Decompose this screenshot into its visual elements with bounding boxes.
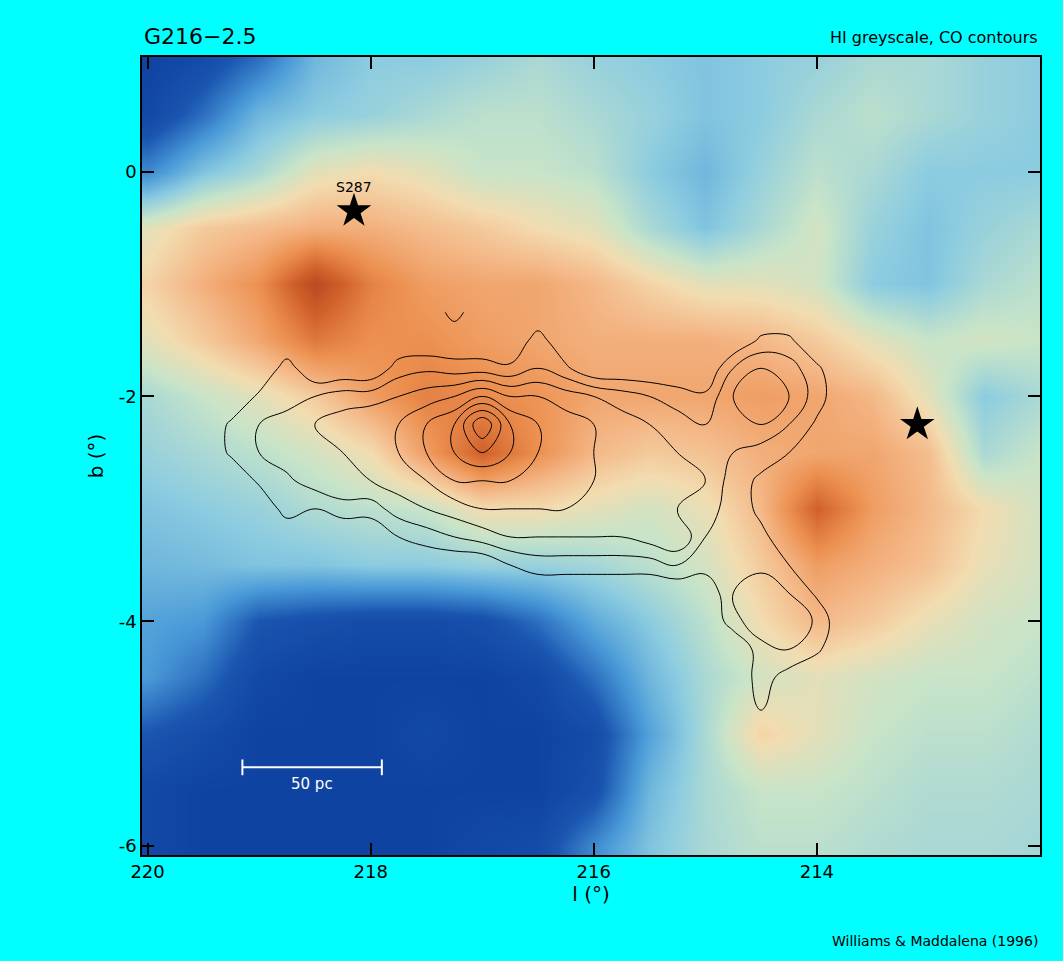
svg-text:-4: -4 xyxy=(119,611,137,632)
svg-text:Williams & Maddalena (1996): Williams & Maddalena (1996) xyxy=(832,933,1038,949)
svg-text:218: 218 xyxy=(354,861,388,882)
svg-text:-2: -2 xyxy=(119,386,137,407)
svg-text:b (°): b (°) xyxy=(84,434,108,479)
svg-text:S287: S287 xyxy=(336,179,372,195)
svg-text:220: 220 xyxy=(130,861,164,882)
svg-text:50 pc: 50 pc xyxy=(291,775,333,793)
svg-text:214: 214 xyxy=(800,861,834,882)
svg-text:HI greyscale, CO contours: HI greyscale, CO contours xyxy=(830,28,1038,47)
svg-text:216: 216 xyxy=(577,861,611,882)
svg-text:-6: -6 xyxy=(119,835,137,856)
svg-text:G216−2.5: G216−2.5 xyxy=(144,24,256,49)
svg-text:0: 0 xyxy=(125,161,136,182)
svg-text:l (°): l (°) xyxy=(572,882,610,906)
